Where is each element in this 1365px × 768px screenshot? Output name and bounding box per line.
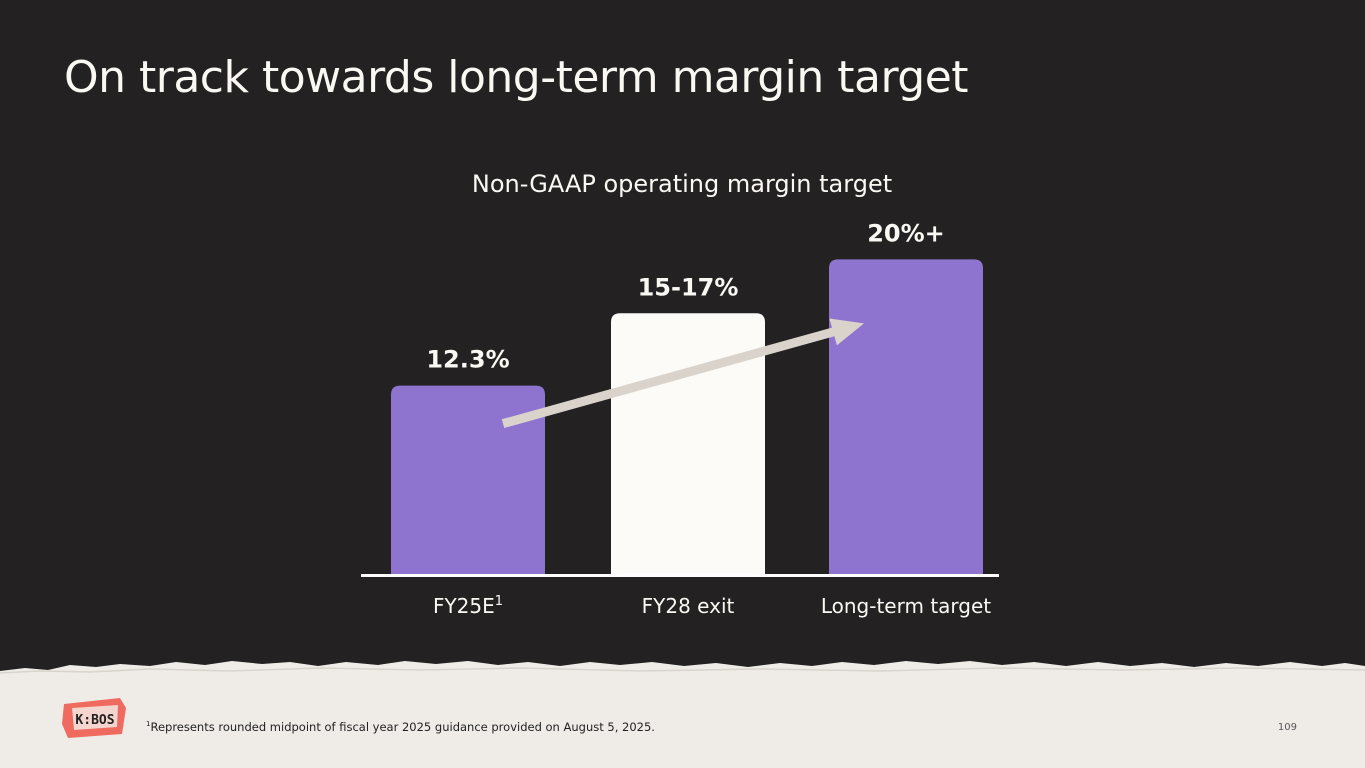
page-number: 109: [1277, 722, 1297, 733]
tick-label-text: FY25E: [433, 594, 495, 618]
logo-text: K:BOS: [75, 713, 114, 728]
tick-label-text: Long-term target: [821, 594, 991, 618]
data-label: 20%+: [867, 219, 945, 247]
trend-arrow: [501, 318, 864, 428]
bar-fy25e: [391, 385, 545, 575]
bar-long-term-target: [829, 259, 983, 575]
margin-bar-chart: Non-GAAP operating margin target 12.3% 15…: [361, 170, 999, 618]
kbos-logo: K:BOS: [62, 698, 126, 738]
tick-label: FY25E1: [433, 594, 503, 618]
tick-label: Long-term target: [821, 594, 991, 618]
data-label: 15-17%: [638, 273, 739, 301]
tick-label-superscript: 1: [495, 594, 503, 609]
torn-paper-edge: [0, 661, 1365, 768]
tick-label-text: FY28 exit: [642, 594, 735, 618]
tick-label: FY28 exit: [642, 594, 735, 618]
torn-paper-shadow: [0, 667, 1365, 674]
chart-title: Non-GAAP operating margin target: [472, 170, 892, 198]
slide-title: On track towards long-term margin target: [64, 52, 969, 103]
data-label: 12.3%: [426, 346, 509, 374]
footnote-marker: 1: [146, 720, 151, 729]
footnote-text: Represents rounded midpoint of fiscal ye…: [150, 720, 655, 734]
footnote: 1Represents rounded midpoint of fiscal y…: [146, 720, 655, 734]
